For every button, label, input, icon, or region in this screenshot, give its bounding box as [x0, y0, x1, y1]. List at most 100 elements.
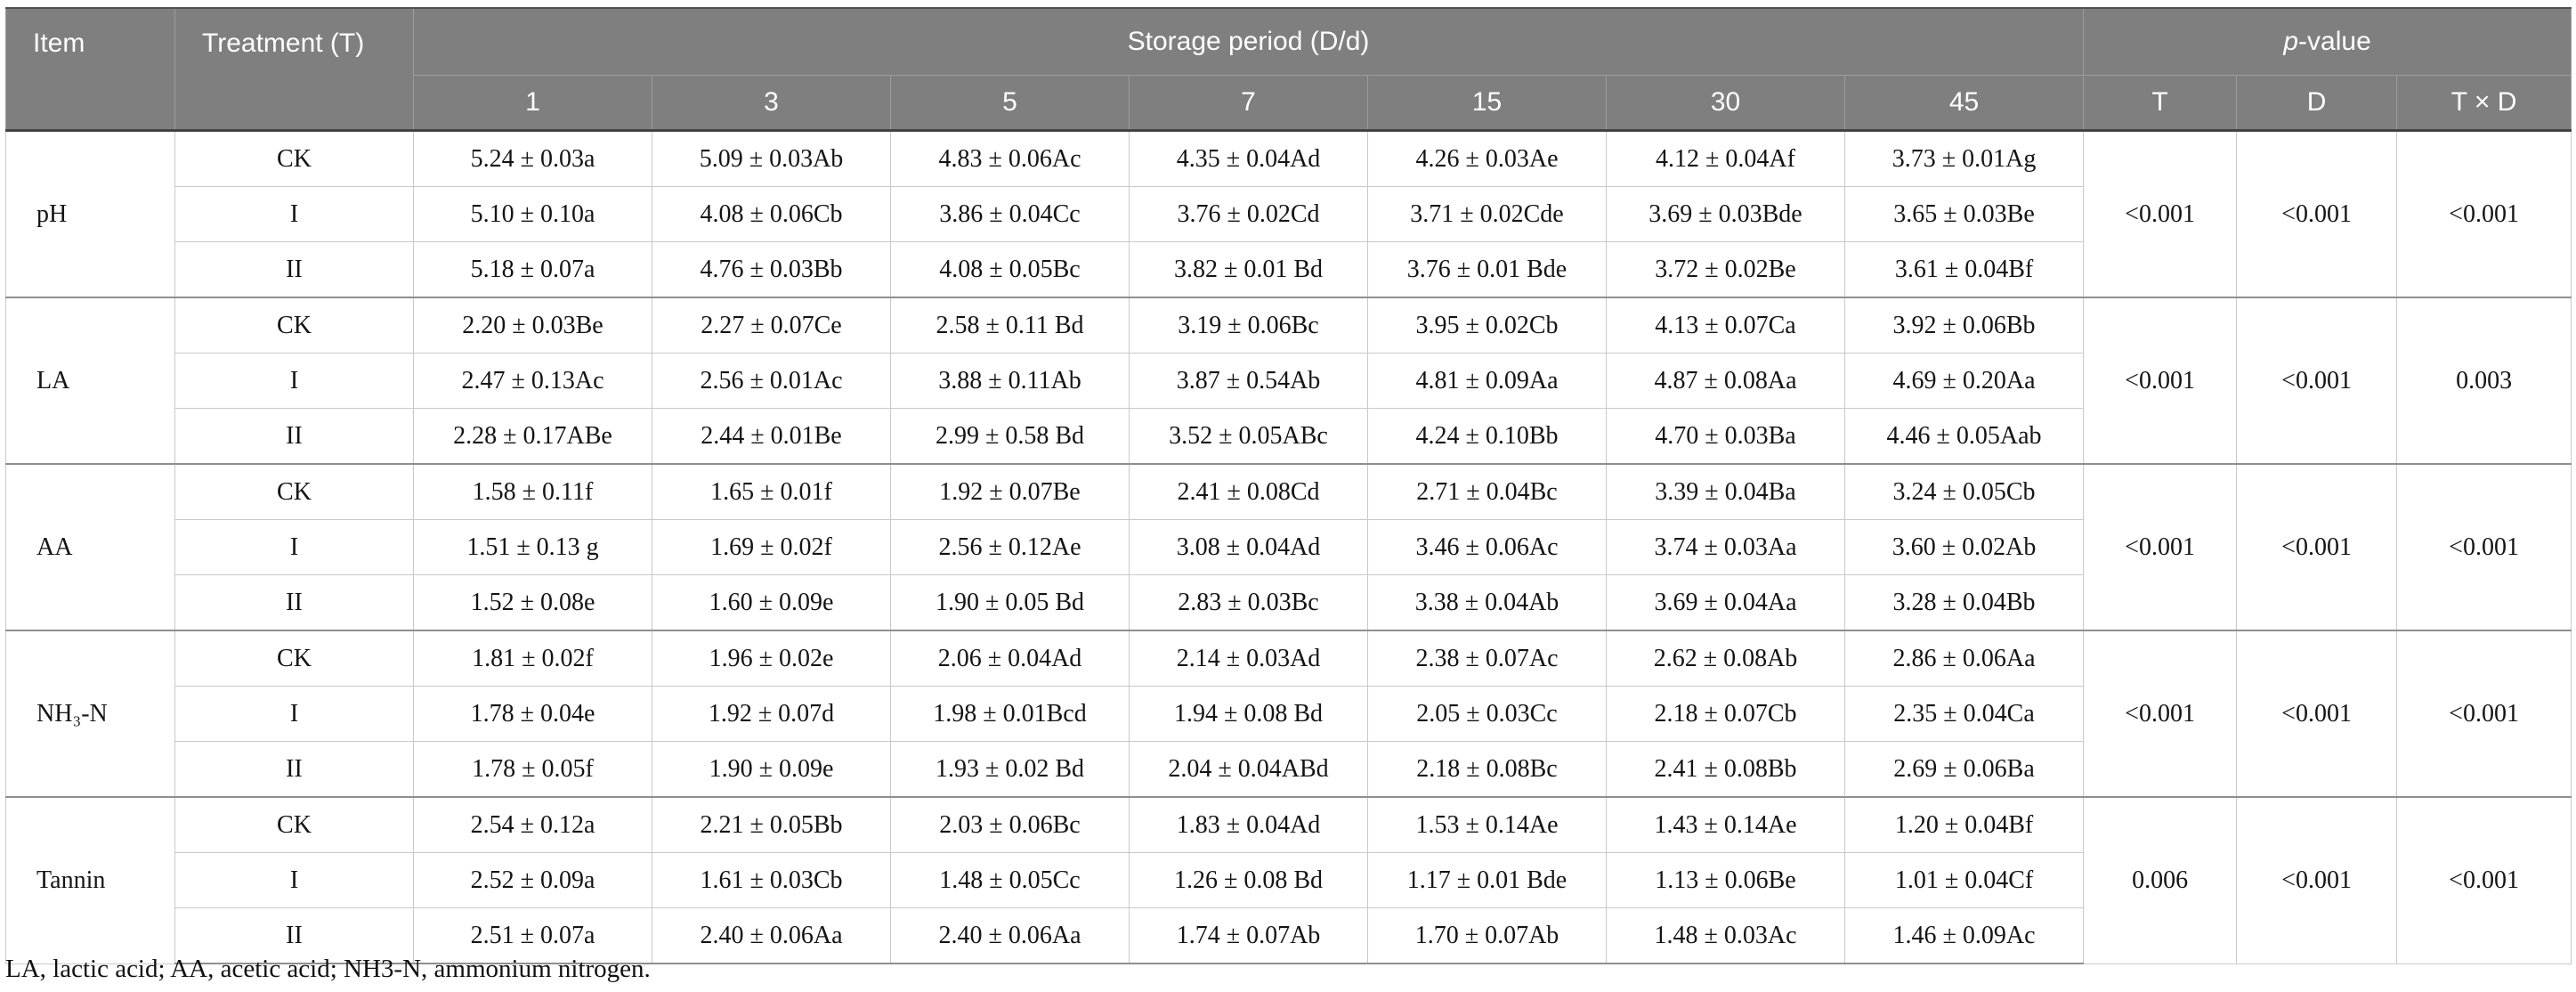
value-cell: 2.54 ± 0.12a	[413, 796, 652, 853]
value-cell: 4.26 ± 0.03Ae	[1367, 129, 1607, 187]
value-cell: 1.52 ± 0.08e	[413, 574, 652, 631]
value-cell: 1.93 ± 0.02 Bd	[890, 741, 1130, 798]
value-cell: 2.86 ± 0.06Aa	[1843, 630, 2085, 687]
value-cell: 3.65 ± 0.03Be	[1843, 186, 2085, 242]
value-cell: 1.94 ± 0.08 Bd	[1129, 686, 1368, 742]
treatment-cell: I	[174, 186, 414, 242]
treatment-cell: CK	[174, 129, 414, 187]
value-cell: 4.12 ± 0.04Af	[1606, 129, 1845, 187]
col-header-p-T: T	[2083, 75, 2238, 132]
value-cell: 2.03 ± 0.06Bc	[890, 796, 1130, 853]
value-cell: 4.24 ± 0.10Bb	[1367, 408, 1607, 465]
treatment-cell: CK	[174, 630, 414, 687]
p-value-cell: <0.001	[2083, 630, 2238, 798]
col-header-p-TxD: T × D	[2396, 75, 2572, 132]
header-group-row: Item Treatment (T) Storage period (D/d) …	[5, 7, 2572, 132]
p-value-cell: <0.001	[2236, 630, 2398, 798]
value-cell: 2.35 ± 0.04Ca	[1843, 686, 2085, 742]
value-cell: 4.08 ± 0.05Bc	[890, 241, 1130, 298]
value-cell: 3.24 ± 0.05Cb	[1843, 463, 2085, 520]
value-cell: 2.20 ± 0.03Be	[413, 297, 652, 354]
value-cell: 2.04 ± 0.04ABd	[1129, 741, 1368, 798]
value-cell: 4.13 ± 0.07Ca	[1606, 297, 1845, 354]
value-cell: 3.61 ± 0.04Bf	[1843, 241, 2085, 298]
value-cell: 1.70 ± 0.07Ab	[1367, 907, 1607, 964]
value-cell: 2.40 ± 0.06Aa	[652, 907, 891, 964]
treatment-cell: II	[174, 574, 414, 631]
value-cell: 1.96 ± 0.02e	[652, 630, 891, 687]
p-value-italic: p	[2283, 27, 2299, 56]
treatment-cell: CK	[174, 297, 414, 354]
p-value-cell: <0.001	[2083, 297, 2238, 465]
treatment-cell: II	[174, 741, 414, 798]
value-cell: 1.13 ± 0.06Be	[1606, 852, 1845, 908]
value-cell: 3.76 ± 0.02Cd	[1129, 186, 1368, 242]
value-cell: 3.08 ± 0.04Ad	[1129, 519, 1368, 575]
value-cell: 5.24 ± 0.03a	[413, 129, 652, 187]
p-value-cell: <0.001	[2236, 129, 2398, 298]
treatment-cell: II	[174, 408, 414, 465]
value-cell: 4.87 ± 0.08Aa	[1606, 353, 1845, 409]
col-header-p-value: p-value	[2083, 7, 2572, 76]
value-cell: 2.52 ± 0.09a	[413, 852, 652, 908]
p-value-suffix: -value	[2298, 27, 2371, 56]
table-row: I 5.10 ± 0.10a 4.08 ± 0.06Cb 3.86 ± 0.04…	[6, 186, 2572, 242]
header-sub-row: 1 3 5 7 15 30 45 T D T × D	[6, 75, 2572, 132]
value-cell: 2.62 ± 0.08Ab	[1606, 630, 1845, 687]
table-body: pH CK 5.24 ± 0.03a 5.09 ± 0.03Ab 4.83 ± …	[5, 129, 2572, 964]
value-cell: 2.14 ± 0.03Ad	[1129, 630, 1368, 687]
value-cell: 2.40 ± 0.06Aa	[890, 907, 1130, 964]
value-cell: 1.26 ± 0.08 Bd	[1129, 852, 1368, 908]
value-cell: 1.61 ± 0.03Cb	[652, 852, 891, 908]
value-cell: 4.81 ± 0.09Aa	[1367, 353, 1607, 409]
p-value-cell: <0.001	[2396, 463, 2572, 631]
treatment-cell: I	[174, 519, 414, 575]
value-cell: 2.71 ± 0.04Bc	[1367, 463, 1607, 520]
col-header-p-D: D	[2236, 75, 2398, 132]
value-cell: 3.71 ± 0.02Cde	[1367, 186, 1607, 242]
treatment-cell: I	[174, 852, 414, 908]
value-cell: 1.81 ± 0.02f	[413, 630, 652, 687]
treatment-cell: II	[174, 241, 414, 298]
value-cell: 3.88 ± 0.11Ab	[890, 353, 1130, 409]
table-row: LA CK 2.20 ± 0.03Be 2.27 ± 0.07Ce 2.58 ±…	[5, 297, 2572, 465]
value-cell: 1.90 ± 0.05 Bd	[890, 574, 1130, 631]
table-row: II 5.18 ± 0.07a 4.76 ± 0.03Bb 4.08 ± 0.0…	[6, 241, 2572, 298]
p-value-cell: <0.001	[2083, 463, 2238, 631]
table-row: I 2.47 ± 0.13Ac 2.56 ± 0.01Ac 3.88 ± 0.1…	[6, 353, 2572, 409]
value-cell: 1.53 ± 0.14Ae	[1367, 796, 1607, 853]
value-cell: 3.87 ± 0.54Ab	[1129, 353, 1368, 409]
table-row: II 2.28 ± 0.17ABe 2.44 ± 0.01Be 2.99 ± 0…	[6, 408, 2572, 465]
treatment-cell: CK	[174, 796, 414, 853]
p-value-cell: <0.001	[2396, 129, 2572, 298]
table-row: I 2.52 ± 0.09a 1.61 ± 0.03Cb 1.48 ± 0.05…	[6, 852, 2572, 908]
item-cell: LA	[5, 297, 175, 465]
table-footnote: LA, lactic acid; AA, acetic acid; NH3-N,…	[5, 955, 651, 983]
col-header-day-30: 30	[1606, 75, 1845, 132]
value-cell: 4.08 ± 0.06Cb	[652, 186, 891, 242]
value-cell: 3.95 ± 0.02Cb	[1367, 297, 1607, 354]
value-cell: 3.19 ± 0.06Bc	[1129, 297, 1368, 354]
table-header: Item Treatment (T) Storage period (D/d) …	[5, 7, 2572, 132]
col-header-day-5: 5	[890, 75, 1130, 132]
p-value-cell: <0.001	[2396, 630, 2572, 798]
value-cell: 4.70 ± 0.03Ba	[1606, 408, 1845, 465]
value-cell: 1.92 ± 0.07Be	[890, 463, 1130, 520]
value-cell: 1.78 ± 0.04e	[413, 686, 652, 742]
value-cell: 1.51 ± 0.13 g	[413, 519, 652, 575]
value-cell: 2.27 ± 0.07Ce	[652, 297, 891, 354]
value-cell: 5.09 ± 0.03Ab	[652, 129, 891, 187]
col-header-treatment: Treatment (T)	[174, 7, 414, 132]
value-cell: 4.69 ± 0.20Aa	[1843, 353, 2085, 409]
table-row: II 2.51 ± 0.07a 2.40 ± 0.06Aa 2.40 ± 0.0…	[6, 907, 2572, 964]
value-cell: 5.10 ± 0.10a	[413, 186, 652, 242]
value-cell: 1.74 ± 0.07Ab	[1129, 907, 1368, 964]
col-header-day-15: 15	[1367, 75, 1607, 132]
value-cell: 5.18 ± 0.07a	[413, 241, 652, 298]
item-cell: NH₃-N	[5, 630, 175, 798]
value-cell: 3.74 ± 0.03Aa	[1606, 519, 1845, 575]
value-cell: 2.28 ± 0.17ABe	[413, 408, 652, 465]
value-cell: 3.38 ± 0.04Ab	[1367, 574, 1607, 631]
table-row: I 1.78 ± 0.04e 1.92 ± 0.07d 1.98 ± 0.01B…	[6, 686, 2572, 742]
value-cell: 3.28 ± 0.04Bb	[1843, 574, 2085, 631]
